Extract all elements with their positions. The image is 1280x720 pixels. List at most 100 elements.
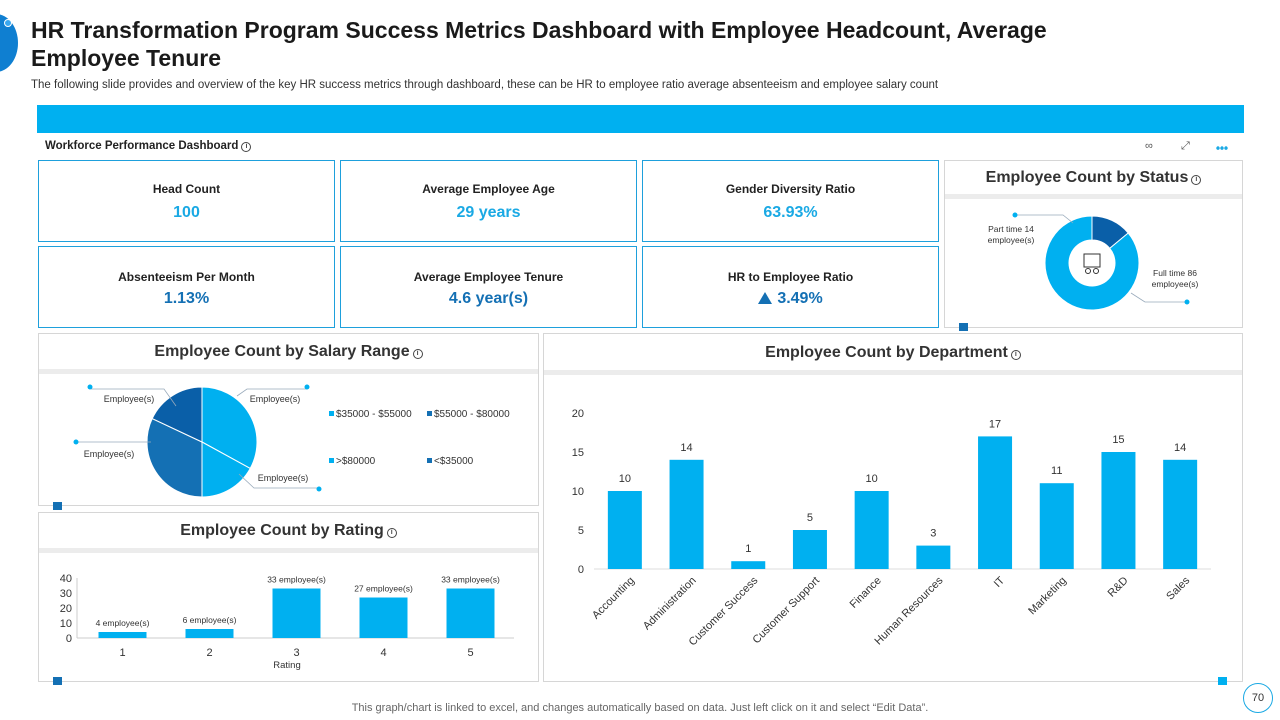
y-tick-label: 20 [60,603,72,615]
data-label: 17 [989,418,1001,430]
kpi-value: 29 years [456,204,521,221]
x-tick-label: R&D [1106,575,1131,600]
data-label: 33 employee(s) [267,575,326,585]
leader-line [1015,214,1074,224]
leader-line [1130,292,1187,303]
x-tick-label: Administration [641,575,699,633]
y-tick-label: 20 [572,408,584,420]
department-bar [854,491,889,569]
legend-entry: $35000 - $55000 [336,409,412,420]
data-label: 10 [866,473,878,485]
x-tick-label: Marketing [1026,575,1069,618]
corner-decoration [0,14,18,72]
panel-marker [959,323,968,331]
kpi-value: 3.49% [643,290,938,308]
data-label: 33 employee(s) [441,575,500,585]
info-icon[interactable]: i [386,528,397,538]
donut-slice-full-time [1044,215,1140,311]
corner-dot [4,19,12,27]
kpi-value: 100 [173,204,200,221]
rating-bar [98,632,147,638]
department-panel: Employee Count by Department i 0 5 10 15 20 10… [543,333,1243,682]
pie-slice-4 [151,386,203,443]
department-bar [669,459,704,569]
legend-swatch [427,458,432,463]
dashboard-label-text: Workforce Performance Dashboard [45,140,239,152]
status-label-part-time: employee(s) [988,235,1035,245]
salary-slice-label: Employee(s) [84,449,135,459]
page-title: HR Transformation Program Success Metric… [31,17,1047,71]
legend-swatch [329,411,334,416]
y-tick-label: 15 [572,447,584,459]
kpi-average-age: Average Employee Age 29 years [340,160,637,242]
rating-bar-chart: 0 10 20 30 40 4 employee(s) 1 6 employee(s) 2 33 … [60,573,514,671]
kpi-value: 4.6 year(s) [448,290,529,307]
department-chart-title: Employee Count by Department [765,344,1008,361]
status-chart-title: Employee Count by Status [985,169,1189,186]
leader-dot [73,439,79,445]
x-tick-label: 4 [380,647,386,659]
department-bar [1101,452,1136,569]
y-tick-label: 0 [578,564,584,576]
x-tick-label: 3 [293,647,299,659]
people-icon-head [1085,268,1091,274]
kpi-head-count: Head Count 100 [38,160,335,242]
y-tick-label: 5 [578,525,584,537]
salary-chart-title: Employee Count by Salary Range [154,343,410,360]
salary-panel: Employee Count by Salary Range i Employee… [38,333,539,506]
people-icon [1083,253,1101,268]
data-label: 4 employee(s) [96,618,150,628]
link-icon[interactable]: ∞ [1145,140,1153,152]
department-bar [792,530,827,569]
department-bar-chart: 0 5 10 15 20 10 Accounting 14 Administration 1 Cus… [572,408,1211,648]
salary-slice-label: Employee(s) [104,394,155,404]
kpi-value: 1.13% [163,290,210,307]
info-icon[interactable]: i [241,142,252,152]
pie-slice-3 [146,417,203,498]
data-label: 3 [930,528,936,540]
footer-note: This graph/chart is linked to excel, and… [351,702,929,714]
y-tick-label: 0 [66,633,72,645]
status-label-part-time: Part time 14 [988,224,1034,234]
x-tick-label: Finance [848,575,884,611]
data-label: 10 [619,473,631,485]
kpi-value: 63.93% [763,204,818,221]
info-icon[interactable]: i [1010,350,1021,360]
x-tick-label: Accounting [590,575,637,622]
x-tick-label: 2 [206,647,212,659]
salary-slice-label: Employee(s) [250,394,301,404]
data-label: 15 [1112,434,1124,446]
more-options-icon[interactable]: ⦁⦁⦁ [1216,143,1228,152]
panel-marker [53,677,62,685]
data-label: 5 [807,512,813,524]
info-icon[interactable]: i [1191,175,1202,185]
people-icon-head [1093,268,1099,274]
data-label: 11 [1051,465,1062,477]
rating-chart-title: Employee Count by Rating [180,522,384,539]
rating-panel-header: Employee Count by Rating i [39,513,538,553]
status-panel: Employee Count by Status i Part time 14 em… [944,160,1243,328]
kpi-label: Average Employee Age [422,182,555,196]
kpi-label: Gender Diversity Ratio [725,182,856,196]
rating-bar [185,629,234,638]
expand-icon[interactable]: ⤢ [1181,140,1190,152]
x-tick-label: Customer Support [750,575,822,647]
rating-bar [446,588,495,638]
kpi-label: Absenteeism Per Month [118,270,255,284]
kpi-label: HR to Employee Ratio [727,270,854,284]
department-bar [731,561,766,569]
x-tick-label: Human Resources [873,574,946,647]
rating-panel: Employee Count by Rating i 0 10 20 30 40 4 emp… [38,512,539,682]
dashboard-banner [37,105,1244,133]
legend-entry: $55000 - $80000 [434,409,510,420]
data-label: 14 [1174,442,1186,454]
y-tick-label: 10 [60,618,72,630]
department-panel-header: Employee Count by Department i [544,334,1242,375]
info-icon[interactable]: i [412,349,423,359]
leader-dot [87,384,93,390]
kpi-gender-diversity: Gender Diversity Ratio 63.93% [642,160,939,242]
page-number: 70 [1243,683,1273,713]
data-label: 1 [745,543,751,555]
data-label: 14 [680,442,692,454]
